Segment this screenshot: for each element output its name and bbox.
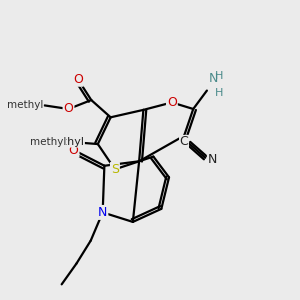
Text: N: N xyxy=(208,153,217,166)
Text: O: O xyxy=(167,96,177,109)
Text: H: H xyxy=(215,71,223,81)
Text: C: C xyxy=(180,136,188,148)
Text: methyl: methyl xyxy=(30,137,66,147)
Text: N: N xyxy=(208,72,218,85)
Text: H: H xyxy=(215,88,223,98)
Text: N: N xyxy=(98,206,107,219)
Text: O: O xyxy=(69,143,79,157)
Text: O: O xyxy=(64,103,74,116)
Text: S: S xyxy=(111,163,119,176)
Text: methyl: methyl xyxy=(45,137,84,147)
Text: O: O xyxy=(73,73,83,86)
Text: methyl: methyl xyxy=(7,100,43,110)
